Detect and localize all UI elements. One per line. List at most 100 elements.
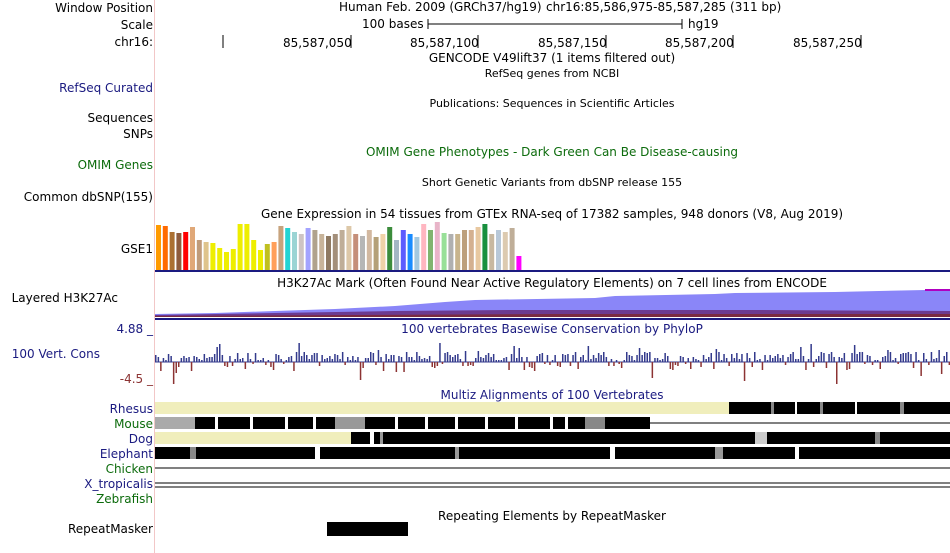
phylop-bar [851, 353, 853, 362]
gtex-tissue-bar[interactable] [360, 236, 365, 270]
gtex-tissue-bar[interactable] [516, 256, 522, 270]
gtex-tissue-bar[interactable] [258, 250, 263, 270]
gtex-tissue-bar[interactable] [414, 237, 420, 270]
phylop-bar [759, 359, 761, 362]
track-graphics[interactable] [155, 0, 950, 553]
gtex-tissue-bar[interactable] [475, 227, 481, 270]
species-zebrafish-label[interactable]: Zebrafish [96, 492, 153, 506]
gtex-tissue-bar[interactable] [407, 234, 413, 270]
snps-label[interactable]: SNPs [123, 127, 153, 141]
h3k27ac-track-title[interactable]: H3K27Ac Mark (Often Found Near Active Re… [277, 276, 827, 290]
sequences-label[interactable]: Sequences [87, 111, 153, 125]
gtex-bar-chart[interactable] [156, 222, 522, 270]
phylop-bar [257, 360, 259, 362]
phylop-bar [180, 358, 183, 362]
gtex-tissue-bar[interactable] [339, 230, 345, 270]
gtex-tissue-bar[interactable] [217, 248, 223, 270]
gtex-tissue-bar[interactable] [162, 226, 168, 270]
species-elephant-label[interactable]: Elephant [99, 447, 153, 461]
gtex-tissue-bar[interactable] [169, 232, 175, 270]
ruler-tick-label: 85,587,250 [793, 36, 862, 50]
gtex-tissue-bar[interactable] [462, 230, 467, 270]
species-mouse-label[interactable]: Mouse [114, 417, 153, 431]
gtex-track-title[interactable]: Gene Expression in 54 tissues from GTEx … [260, 207, 844, 221]
gtex-tissue-bar[interactable] [441, 233, 447, 270]
gtex-tissue-bar[interactable] [482, 224, 488, 270]
gtex-tissue-bar[interactable] [380, 234, 386, 270]
gtex-tissue-bar[interactable] [264, 244, 270, 270]
gtex-tissue-bar[interactable] [421, 224, 427, 270]
phylop-bar [249, 359, 252, 362]
layered-h3k27ac-label[interactable]: Layered H3K27Ac [11, 291, 118, 305]
gtex-tissue-bar[interactable] [502, 232, 508, 270]
gtex-tissue-bar[interactable] [319, 234, 325, 270]
gtex-tissue-bar[interactable] [210, 243, 216, 270]
gtex-tissue-bar[interactable] [394, 240, 399, 270]
species-chicken-label[interactable]: Chicken [105, 462, 153, 476]
publications-track-title[interactable]: Publications: Sequences in Scientific Ar… [429, 97, 675, 110]
phylop-bar [190, 362, 193, 371]
phylop-bar [336, 355, 339, 362]
gtex-tissue-bar[interactable] [244, 224, 250, 270]
gtex-tissue-bar[interactable] [434, 222, 440, 270]
gtex-tissue-bar[interactable] [448, 234, 454, 270]
gtex-tissue-bar[interactable] [353, 234, 359, 270]
gtex-tissue-bar[interactable] [428, 230, 433, 270]
repeatmasker-element[interactable] [327, 522, 408, 536]
repeatmasker-label[interactable]: RepeatMasker [67, 522, 153, 536]
dbsnp-track-title[interactable]: Short Genetic Variants from dbSNP releas… [421, 176, 683, 189]
phylop-track-title[interactable]: 100 vertebrates Basewise Conservation by… [401, 322, 703, 336]
omim-track-title[interactable]: OMIM Gene Phenotypes - Dark Green Can Be… [365, 145, 739, 159]
gtex-tissue-bar[interactable] [190, 227, 195, 270]
phylop-bar [620, 362, 623, 368]
gtex-tissue-bar[interactable] [237, 224, 243, 270]
species-rhesus-label[interactable]: Rhesus [109, 402, 153, 416]
phylop-bar [574, 352, 577, 362]
gencode-track-title[interactable]: GENCODE V49lift37 (1 items filtered out) [428, 51, 676, 65]
phylop-bar [702, 355, 705, 362]
gtex-tissue-bar[interactable] [285, 228, 291, 270]
refseq-curated-label[interactable]: RefSeq Curated [59, 81, 153, 95]
gtex-tissue-bar[interactable] [196, 240, 202, 270]
phylop-bar [897, 362, 899, 364]
gtex-tissue-bar[interactable] [366, 230, 372, 270]
gtex-tissue-bar[interactable] [298, 234, 304, 270]
refseq-track-title[interactable]: RefSeq genes from NCBI [484, 67, 620, 80]
gtex-tissue-bar[interactable] [332, 234, 338, 270]
gse1-label[interactable]: GSE1 [120, 242, 153, 256]
gtex-tissue-bar[interactable] [489, 234, 495, 270]
phylop-bar [549, 362, 551, 365]
gtex-tissue-bar[interactable] [278, 226, 284, 270]
gtex-tissue-bar[interactable] [509, 228, 515, 270]
phylop-bar [603, 352, 605, 362]
gtex-tissue-bar[interactable] [373, 237, 379, 270]
gtex-tissue-bar[interactable] [496, 230, 501, 270]
gtex-tissue-bar[interactable] [156, 225, 161, 270]
species-dog-label[interactable]: Dog [128, 432, 153, 446]
gtex-tissue-bar[interactable] [183, 232, 189, 270]
gtex-tissue-bar[interactable] [346, 226, 352, 270]
phylop-bar [618, 362, 620, 364]
gtex-tissue-bar[interactable] [305, 228, 311, 270]
species-xtropicalis-label[interactable]: X_tropicalis [84, 477, 153, 491]
gtex-tissue-bar[interactable] [251, 240, 257, 270]
repeatmasker-track-title[interactable]: Repeating Elements by RepeatMasker [438, 509, 666, 523]
gtex-tissue-bar[interactable] [468, 230, 474, 270]
gtex-tissue-bar[interactable] [400, 230, 406, 270]
multiz-gap [515, 417, 518, 429]
gtex-tissue-bar[interactable] [312, 230, 318, 270]
gtex-tissue-bar[interactable] [455, 234, 461, 270]
gtex-tissue-bar[interactable] [224, 252, 229, 270]
phylop-bar [267, 360, 270, 362]
gtex-tissue-bar[interactable] [292, 232, 297, 270]
gtex-tissue-bar[interactable] [203, 242, 209, 270]
common-dbsnp-label[interactable]: Common dbSNP(155) [23, 190, 153, 204]
omim-genes-label[interactable]: OMIM Genes [77, 158, 153, 172]
gtex-tissue-bar[interactable] [176, 233, 182, 270]
vert-cons-label[interactable]: 100 Vert. Cons [11, 347, 100, 361]
multiz-track-title[interactable]: Multiz Alignments of 100 Vertebrates [440, 388, 664, 402]
gtex-tissue-bar[interactable] [230, 249, 236, 270]
gtex-tissue-bar[interactable] [326, 236, 331, 270]
gtex-tissue-bar[interactable] [387, 227, 393, 270]
gtex-tissue-bar[interactable] [271, 242, 277, 270]
